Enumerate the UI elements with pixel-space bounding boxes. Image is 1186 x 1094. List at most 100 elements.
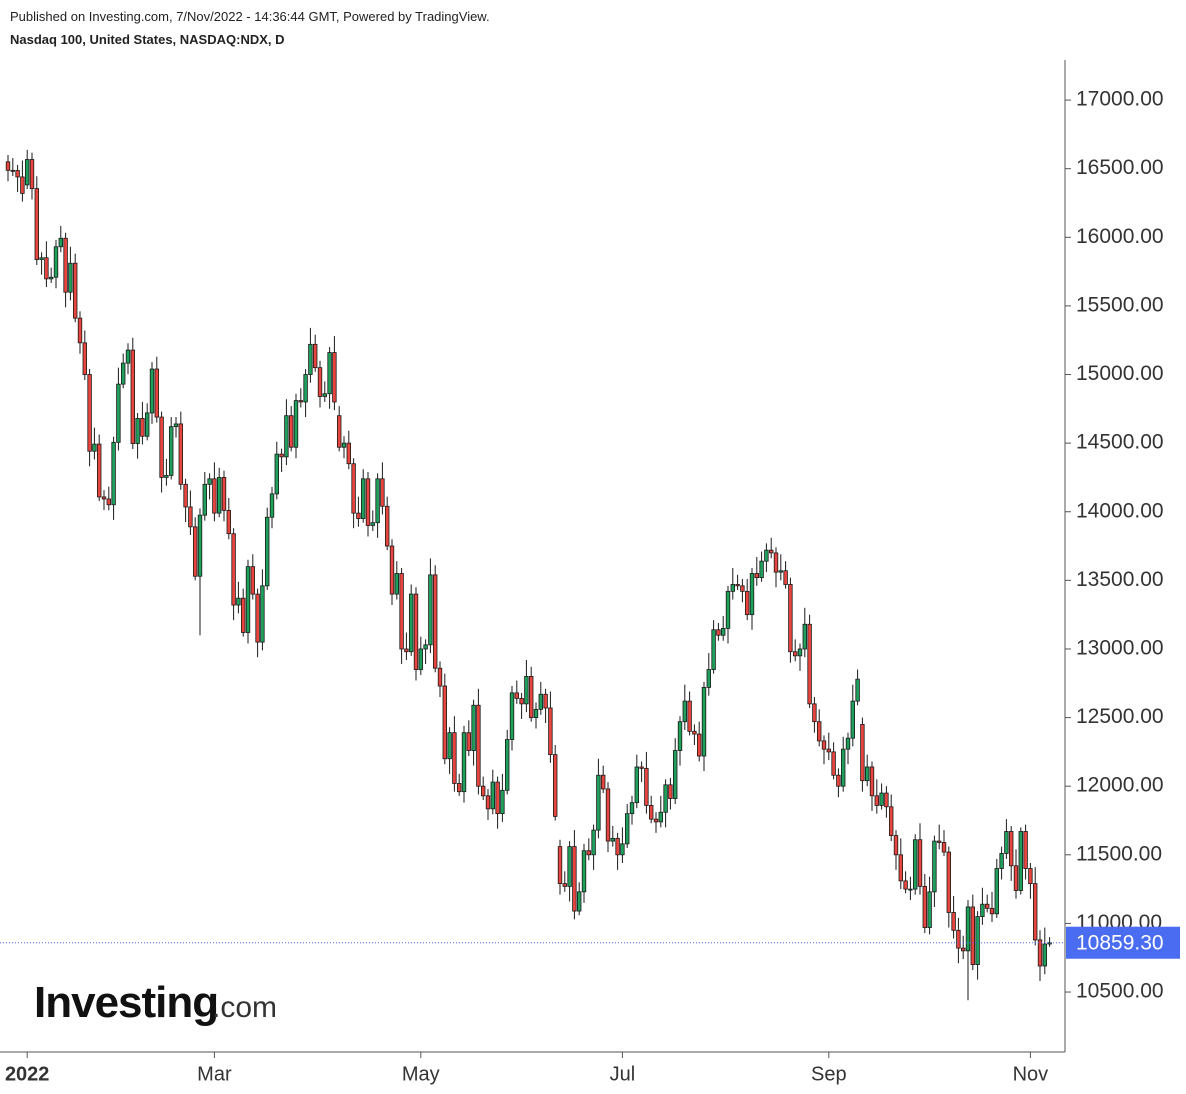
candle-body (418, 648, 423, 670)
x-tick-label: Sep (811, 1063, 847, 1085)
candle-body (471, 704, 476, 751)
candle-body (553, 754, 558, 817)
candle-body (77, 317, 83, 344)
y-tick-label: 10500.00 (1076, 980, 1164, 1003)
candle-body (370, 522, 375, 526)
candle-body (250, 566, 255, 595)
candle-body (39, 257, 44, 260)
candle-body (524, 676, 529, 705)
x-tick-label: Nov (1013, 1063, 1049, 1085)
candle-body (658, 811, 663, 823)
chart-title: Nasdaq 100, United States, NASDAQ:NDX, D (10, 32, 285, 47)
candle-body (49, 276, 54, 280)
candle-body (629, 802, 635, 815)
candle-body (341, 442, 347, 448)
candle-body (389, 545, 395, 595)
candle-body (173, 423, 179, 428)
candle-body (92, 443, 97, 452)
logo-suffix: .com (212, 991, 277, 1024)
y-tick-label: 13000.00 (1076, 637, 1164, 660)
y-tick-label: 15000.00 (1076, 362, 1164, 385)
candle-body (452, 732, 457, 784)
candle-body (212, 478, 217, 514)
candle-body (447, 732, 452, 760)
candle-body (850, 700, 855, 739)
candle-body (841, 748, 846, 787)
candle-body (1023, 831, 1028, 869)
candle-body (288, 415, 294, 448)
candle-body (423, 644, 428, 650)
candle-body (985, 903, 990, 909)
candle-body (970, 906, 975, 965)
y-tick-label: 14000.00 (1076, 499, 1164, 522)
candle-body (178, 423, 183, 485)
candle-body (226, 509, 231, 535)
candle-body (917, 839, 923, 887)
candle-body (697, 733, 702, 757)
candle-body (408, 593, 414, 653)
logo: Investing .com (34, 978, 277, 1027)
candle-body (764, 549, 769, 562)
candle-body (399, 573, 404, 650)
candle-body (610, 837, 615, 842)
candle-body (908, 888, 913, 891)
candle-body (298, 400, 303, 403)
y-tick-label: 15500.00 (1076, 293, 1164, 316)
candle-body (913, 839, 918, 890)
candle-body (130, 349, 135, 444)
candle-body (649, 805, 654, 820)
candle-body (615, 837, 620, 856)
candle-body (188, 506, 193, 528)
candle-body (572, 846, 577, 912)
candle-body (567, 846, 572, 887)
candle-body (154, 368, 159, 418)
candle-body (437, 667, 443, 687)
candle-body (394, 573, 399, 595)
candle-body (44, 257, 49, 280)
candle-body (279, 453, 284, 458)
candle-body (821, 740, 827, 750)
candle-body (1047, 942, 1052, 945)
candle-body (207, 478, 212, 485)
candle-body (432, 574, 438, 669)
candle-body (236, 597, 241, 606)
candle-body (144, 412, 150, 437)
candle-body (620, 843, 625, 856)
last-price-label: 10859.30 (1076, 931, 1164, 954)
y-tick-label: 14500.00 (1076, 431, 1164, 454)
y-tick-label: 12000.00 (1076, 774, 1164, 797)
candle-body (284, 415, 289, 458)
candle-body (889, 806, 894, 836)
candle-body (68, 262, 73, 293)
candle-body (860, 724, 865, 782)
candle-body (581, 850, 587, 893)
candle-body (922, 885, 927, 928)
candle-body (999, 853, 1004, 869)
candle-body (932, 840, 937, 893)
candle-body (240, 597, 246, 633)
candle-body (773, 552, 779, 573)
candle-body (543, 693, 548, 709)
logo-text: Investing (34, 978, 218, 1027)
candle-body (255, 593, 260, 643)
candle-body (596, 774, 601, 831)
x-tick-label: Jul (610, 1063, 636, 1085)
candle-body (168, 426, 174, 476)
candle-body (701, 686, 707, 757)
candle-body (793, 651, 798, 657)
candle-body (898, 854, 903, 882)
candle-body (759, 560, 764, 579)
candle-body (956, 929, 961, 949)
candle-body (716, 629, 721, 636)
candle-body (20, 176, 25, 194)
y-tick-label: 17000.00 (1076, 88, 1164, 111)
y-tick-label: 13500.00 (1076, 568, 1164, 591)
candle-body (10, 169, 15, 172)
candle-body (1033, 883, 1038, 941)
candle-body (303, 374, 308, 403)
candle-body (941, 842, 947, 853)
candle-body (159, 416, 164, 478)
candle-body (274, 453, 279, 495)
x-tick-label: Mar (197, 1063, 232, 1085)
